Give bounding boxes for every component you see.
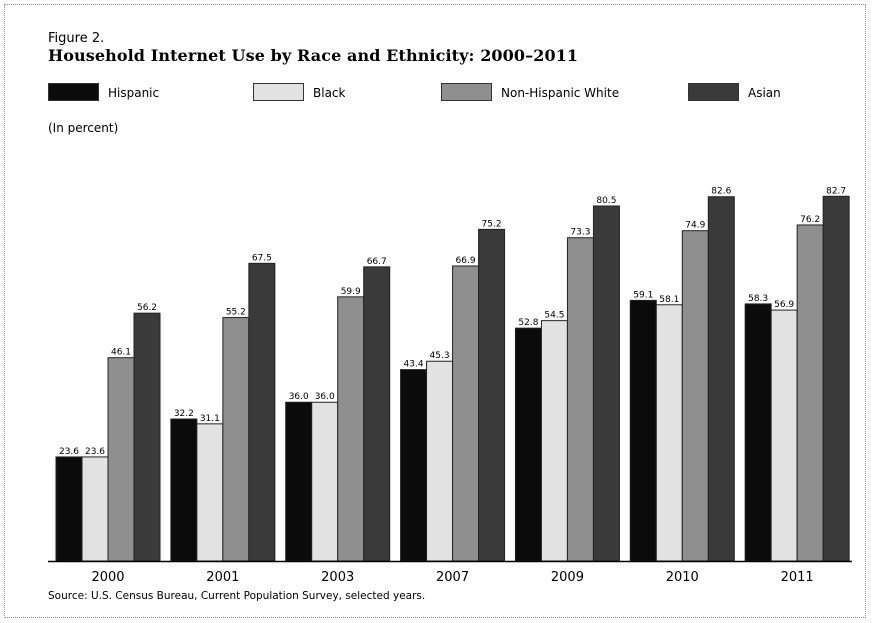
x-tick-label-2009: 2009 <box>551 570 584 585</box>
data-label-asian-2001: 67.5 <box>252 253 272 263</box>
legend-label-non-hispanic-white: Non-Hispanic White <box>501 86 620 100</box>
figure-frame <box>4 4 866 618</box>
bar-hispanic-2011 <box>744 303 772 562</box>
data-label-non-hispanic-white-2000: 46.1 <box>111 348 131 358</box>
data-label-non-hispanic-white-2003: 59.9 <box>341 287 361 297</box>
legend-label-asian: Asian <box>748 86 781 100</box>
data-label-hispanic-2010: 59.1 <box>633 290 653 300</box>
data-label-hispanic-2011: 58.3 <box>748 294 768 304</box>
x-tick-label-2003: 2003 <box>321 570 354 585</box>
bar-hispanic-2003 <box>285 401 313 562</box>
bar-hispanic-2007 <box>400 369 428 562</box>
data-label-asian-2003: 66.7 <box>367 257 387 267</box>
legend-label-hispanic: Hispanic <box>108 86 160 100</box>
bar-asian-2009 <box>592 205 620 562</box>
data-label-black-2000: 23.6 <box>85 447 105 457</box>
data-label-hispanic-2001: 32.2 <box>174 409 194 419</box>
data-label-black-2007: 45.3 <box>430 351 450 361</box>
legend-swatch-hispanic <box>48 83 99 101</box>
bar-hispanic-2010 <box>629 299 657 562</box>
data-label-non-hispanic-white-2007: 66.9 <box>456 256 476 266</box>
data-label-asian-2009: 80.5 <box>596 196 616 206</box>
legend-swatch-black <box>253 83 304 101</box>
data-label-non-hispanic-white-2011: 76.2 <box>800 215 820 225</box>
bar-non-hispanic-white-2001 <box>222 317 250 562</box>
figure-label: Figure 2. <box>48 31 105 46</box>
data-label-asian-2000: 56.2 <box>137 303 157 313</box>
bar-black-2000 <box>81 456 109 562</box>
bar-non-hispanic-white-2011 <box>796 224 824 562</box>
x-tick-label-2011: 2011 <box>781 570 814 585</box>
bar-black-2003 <box>311 401 339 562</box>
bar-asian-2001 <box>248 262 276 562</box>
data-label-asian-2007: 75.2 <box>482 219 502 229</box>
data-label-hispanic-2000: 23.6 <box>59 447 79 457</box>
data-label-hispanic-2003: 36.0 <box>289 392 309 402</box>
bar-black-2007 <box>426 360 454 562</box>
data-label-black-2001: 31.1 <box>200 414 220 424</box>
bar-asian-2010 <box>707 196 735 562</box>
data-label-black-2003: 36.0 <box>315 392 335 402</box>
data-label-non-hispanic-white-2009: 73.3 <box>570 228 590 238</box>
bar-black-2010 <box>655 304 683 562</box>
bar-black-2011 <box>770 309 798 562</box>
x-tick-label-2010: 2010 <box>666 570 699 585</box>
data-label-asian-2010: 82.6 <box>711 187 731 197</box>
data-label-non-hispanic-white-2001: 55.2 <box>226 308 246 318</box>
legend-label-black: Black <box>313 86 346 100</box>
data-label-hispanic-2007: 43.4 <box>404 360 424 370</box>
bar-non-hispanic-white-2010 <box>681 230 709 562</box>
x-tick-label-2007: 2007 <box>436 570 469 585</box>
bar-black-2001 <box>196 423 224 562</box>
bar-asian-2003 <box>363 266 391 562</box>
x-tick-label-2001: 2001 <box>206 570 239 585</box>
data-label-black-2009: 54.5 <box>544 311 564 321</box>
x-tick-label-2000: 2000 <box>91 570 124 585</box>
bar-asian-2007 <box>478 228 506 562</box>
bar-non-hispanic-white-2003 <box>337 296 365 562</box>
bar-asian-2000 <box>133 312 161 562</box>
bar-hispanic-2009 <box>514 327 542 562</box>
chart-title: Household Internet Use by Race and Ethni… <box>48 46 579 65</box>
legend-swatch-non-hispanic-white <box>441 83 492 101</box>
bar-black-2009 <box>540 320 568 562</box>
source-note: Source: U.S. Census Bureau, Current Popu… <box>48 590 426 602</box>
data-label-black-2010: 58.1 <box>659 295 679 305</box>
units-label: (In percent) <box>48 121 119 135</box>
data-label-hispanic-2009: 52.8 <box>518 318 538 328</box>
bar-non-hispanic-white-2000 <box>107 357 135 562</box>
legend-swatch-asian <box>688 83 739 101</box>
bar-hispanic-2000 <box>55 456 83 562</box>
bar-non-hispanic-white-2009 <box>566 237 594 562</box>
bar-hispanic-2001 <box>170 418 198 562</box>
data-label-non-hispanic-white-2010: 74.9 <box>685 221 705 231</box>
data-label-asian-2011: 82.7 <box>826 186 846 196</box>
bar-asian-2011 <box>822 195 850 562</box>
bar-non-hispanic-white-2007 <box>452 265 480 562</box>
data-label-black-2011: 56.9 <box>774 300 794 310</box>
